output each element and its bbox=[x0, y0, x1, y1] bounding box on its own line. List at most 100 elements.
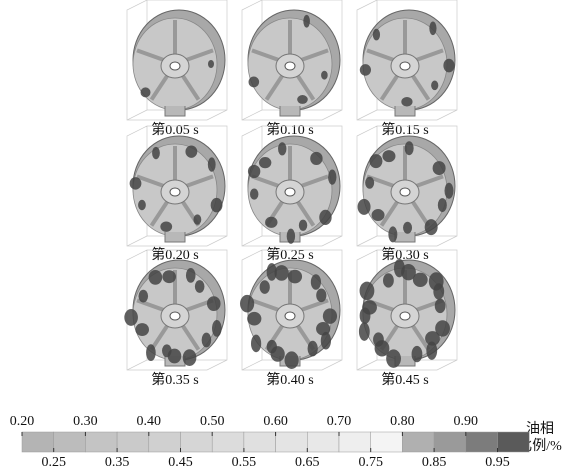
tick-label: 0.45 bbox=[168, 455, 193, 470]
oil-blob bbox=[425, 331, 440, 346]
oil-blob bbox=[194, 280, 205, 293]
oil-blob bbox=[411, 345, 423, 363]
oil-blob bbox=[138, 199, 146, 211]
wheel-render bbox=[126, 0, 228, 121]
colorbar-segment bbox=[497, 431, 530, 453]
hub-hole bbox=[169, 311, 181, 321]
tick-label: 0.30 bbox=[73, 414, 98, 429]
oil-blob bbox=[124, 309, 138, 326]
tick-label: 0.95 bbox=[485, 455, 510, 470]
panel-caption: 第0.30 s bbox=[381, 246, 428, 263]
colorbar-segment bbox=[275, 431, 308, 453]
oil-blob bbox=[138, 289, 149, 303]
oil-blob bbox=[298, 219, 308, 231]
oil-blob bbox=[162, 270, 176, 284]
oil-blob bbox=[403, 221, 413, 234]
colorbar-segment bbox=[116, 431, 150, 453]
colorbar-segment bbox=[53, 431, 86, 453]
oil-blob bbox=[388, 226, 398, 243]
wheel-render bbox=[240, 249, 343, 371]
colorbar-segment bbox=[180, 431, 213, 453]
wheel-render bbox=[241, 0, 343, 121]
oil-blob bbox=[274, 265, 289, 281]
oil-blob bbox=[369, 154, 383, 169]
panel-caption: 第0.25 s bbox=[266, 246, 313, 263]
oil-blob bbox=[401, 263, 416, 281]
colorbar-segment bbox=[307, 431, 340, 453]
wheel-render bbox=[241, 125, 343, 247]
oil-blob bbox=[404, 141, 414, 156]
oil-blob bbox=[185, 145, 198, 158]
panel-caption: 第0.20 s bbox=[151, 246, 198, 263]
oil-blob bbox=[371, 209, 385, 222]
colorbar-segment bbox=[370, 431, 403, 453]
oil-blob bbox=[250, 188, 259, 200]
oil-blob bbox=[265, 216, 278, 228]
oil-blob bbox=[431, 80, 439, 91]
outlet bbox=[164, 232, 186, 243]
panel-caption: 第0.05 s bbox=[151, 121, 198, 138]
hub-hole bbox=[399, 187, 411, 197]
tick-label: 0.50 bbox=[200, 414, 225, 429]
oil-blob bbox=[328, 169, 337, 185]
oil-blob bbox=[270, 346, 285, 362]
oil-blob bbox=[316, 321, 331, 336]
tick-label: 0.65 bbox=[295, 455, 320, 470]
colorbar-segment bbox=[148, 431, 181, 453]
oil-blob bbox=[206, 296, 221, 312]
oil-blob bbox=[432, 161, 446, 176]
oil-blob bbox=[374, 340, 390, 357]
tick-label: 0.70 bbox=[327, 414, 352, 429]
oil-blob bbox=[303, 14, 310, 28]
hub-hole bbox=[399, 311, 411, 321]
oil-blob bbox=[307, 340, 318, 357]
oil-blob bbox=[401, 96, 413, 107]
colorbar-segment bbox=[85, 431, 118, 453]
colorbar-segment bbox=[243, 431, 276, 453]
oil-blob bbox=[365, 176, 375, 189]
oil-blob bbox=[316, 288, 327, 303]
oil-blob bbox=[250, 334, 262, 353]
hub-hole bbox=[169, 187, 181, 197]
panel-caption: 第0.45 s bbox=[381, 371, 428, 388]
colorbar-segment bbox=[211, 431, 245, 453]
colorbar-segment bbox=[21, 431, 54, 453]
oil-blob bbox=[152, 146, 160, 160]
tick-label: 0.80 bbox=[390, 414, 415, 429]
oil-blob bbox=[383, 273, 394, 288]
hub-hole bbox=[399, 61, 411, 71]
oil-blob bbox=[148, 269, 163, 285]
oil-blob bbox=[284, 351, 299, 369]
oil-blob bbox=[358, 322, 370, 341]
oil-blob bbox=[207, 157, 216, 172]
oil-blob bbox=[359, 307, 371, 324]
oil-blob bbox=[193, 214, 202, 225]
panel-caption: 第0.40 s bbox=[266, 371, 313, 388]
outlet bbox=[164, 106, 186, 117]
wheel-render bbox=[126, 125, 228, 247]
oil-blob bbox=[297, 95, 308, 104]
colorbar-segment bbox=[433, 431, 467, 453]
panel-caption: 第0.10 s bbox=[266, 121, 313, 138]
oil-blob bbox=[310, 151, 323, 166]
oil-blob bbox=[359, 281, 375, 301]
oil-blob bbox=[386, 349, 401, 368]
tick-label: 0.40 bbox=[137, 414, 162, 429]
oil-blob bbox=[212, 319, 222, 337]
oil-blob bbox=[167, 348, 182, 364]
colorbar-segment bbox=[465, 431, 498, 453]
tick-label: 0.55 bbox=[232, 455, 257, 470]
oil-blob bbox=[287, 269, 303, 284]
oil-blob bbox=[210, 197, 223, 213]
oil-blob bbox=[247, 164, 261, 179]
tick-label: 0.35 bbox=[105, 455, 130, 470]
tick-label: 0.20 bbox=[10, 414, 35, 429]
panel-caption: 第0.35 s bbox=[151, 371, 198, 388]
oil-blob bbox=[357, 198, 371, 215]
wheel-render bbox=[124, 249, 228, 371]
tick-label: 0.75 bbox=[358, 455, 383, 470]
oil-blob bbox=[320, 331, 331, 350]
oil-blob bbox=[259, 280, 270, 294]
colorbar-segment bbox=[338, 431, 371, 453]
